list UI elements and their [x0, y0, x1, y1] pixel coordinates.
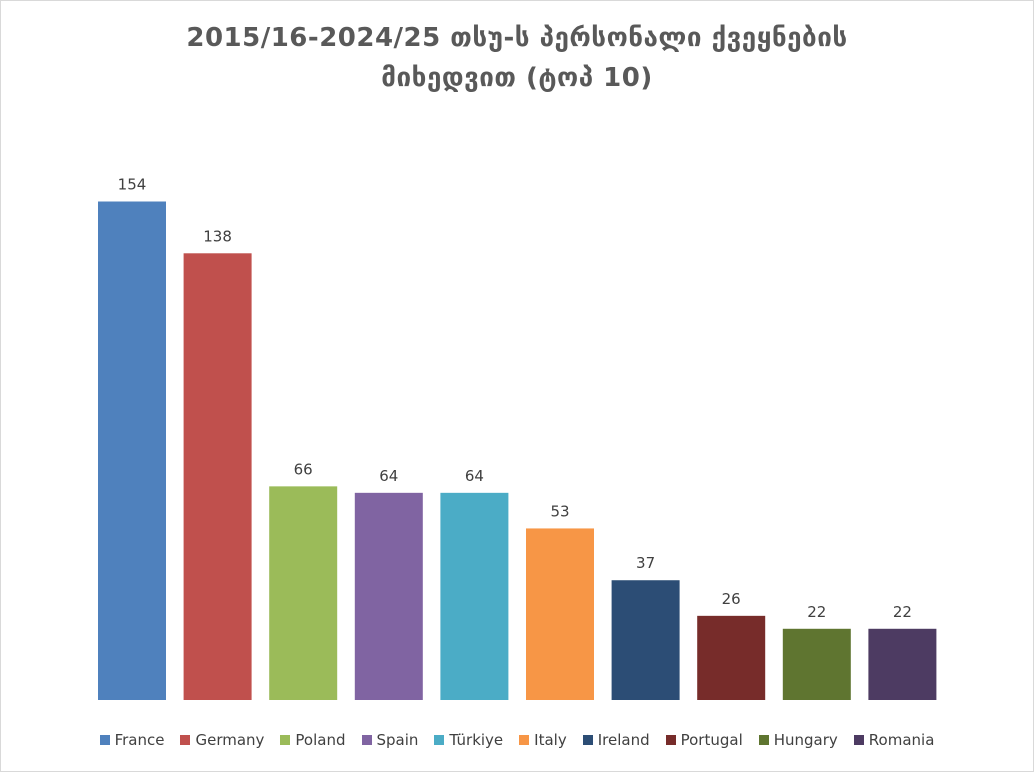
data-label-italy: 53	[550, 502, 569, 520]
legend-label-france: France	[114, 731, 165, 749]
data-label-ireland: 37	[636, 554, 655, 572]
data-label-germany: 138	[203, 227, 232, 245]
legend-swatch-germany	[180, 735, 191, 745]
data-label-romania: 22	[893, 603, 912, 621]
legend-label-spain: Spain	[376, 731, 419, 749]
bar-hungary	[782, 628, 851, 700]
chart-title-line-1: 2015/16-2024/25 თსუ-ს პერსონალი ქვეყნები…	[186, 23, 848, 53]
chart-title: 2015/16-2024/25 თსუ-ს პერსონალი ქვეყნები…	[0, 18, 1034, 98]
bar-ireland	[611, 580, 680, 700]
legend-swatch-spain	[361, 735, 372, 745]
bar-spain	[354, 492, 423, 700]
bar-italy	[526, 528, 594, 700]
legend-item-hungary: Hungary	[758, 731, 838, 749]
bar-türkiye	[440, 492, 509, 700]
legend-label-romania: Romania	[868, 731, 935, 749]
legend-label-portugal: Portugal	[680, 731, 743, 749]
legend-item-türkiye: Türkiye	[434, 731, 503, 749]
chart-legend: France Germany Poland Spain Türkiye Italy Irel…	[0, 728, 1034, 752]
legend-label-türkiye: Türkiye	[449, 731, 504, 749]
bar-poland	[269, 486, 338, 700]
legend-item-portugal: Portugal	[665, 731, 743, 749]
data-label-portugal: 26	[722, 590, 741, 608]
data-label-poland: 66	[294, 460, 313, 478]
data-label-hungary: 22	[807, 603, 826, 621]
chart-title-line-2: მიხედვით (ტოპ 10)	[381, 63, 653, 93]
legend-item-germany: Germany	[180, 731, 264, 749]
legend-item-romania: Romania	[853, 731, 935, 749]
legend-swatch-türkiye	[434, 735, 445, 745]
legend-swatch-romania	[853, 735, 864, 745]
legend-swatch-poland	[280, 735, 291, 745]
legend-label-hungary: Hungary	[773, 731, 838, 749]
legend-swatch-ireland	[582, 735, 593, 745]
bar-germany	[183, 253, 252, 700]
legend-swatch-france	[99, 735, 110, 745]
legend-item-spain: Spain	[361, 731, 419, 749]
legend-swatch-italy	[519, 735, 530, 745]
bar-romania	[868, 628, 937, 700]
legend-label-italy: Italy	[534, 731, 567, 749]
legend-label-germany: Germany	[195, 731, 265, 749]
data-label-spain: 64	[379, 467, 398, 485]
data-label-türkiye: 64	[465, 467, 484, 485]
bar-france	[98, 201, 166, 700]
legend-label-ireland: Ireland	[597, 731, 650, 749]
legend-swatch-hungary	[758, 735, 769, 745]
bar-portugal	[697, 615, 766, 700]
legend-item-poland: Poland	[280, 731, 346, 749]
legend-item-ireland: Ireland	[582, 731, 650, 749]
legend-swatch-portugal	[665, 735, 676, 745]
legend-item-italy: Italy	[519, 731, 567, 749]
legend-label-poland: Poland	[295, 731, 346, 749]
data-label-france: 154	[118, 176, 147, 194]
legend-item-france: France	[99, 731, 165, 749]
